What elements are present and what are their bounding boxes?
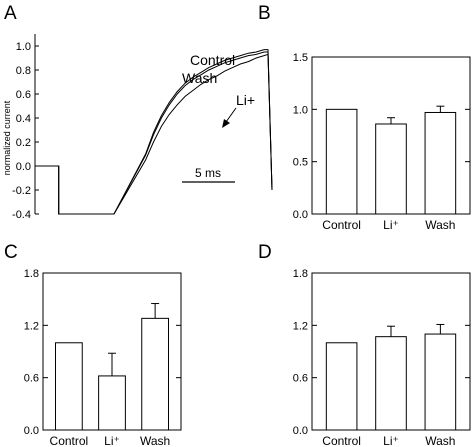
arrow-li-head bbox=[222, 119, 230, 128]
panel-d-y-tick-label: 1.8 bbox=[293, 268, 308, 280]
panel-a-y-tick-label: 0.0 bbox=[16, 161, 31, 173]
trace-line-control bbox=[35, 49, 273, 215]
panel-c-x-tick-label: Control bbox=[50, 434, 89, 447]
panel-b-y-tick-label: 1.5 bbox=[293, 52, 308, 64]
panel-label-b: B bbox=[258, 3, 271, 24]
panel-a-y-axis-label: normalized current bbox=[2, 100, 12, 175]
panel-label-c: C bbox=[4, 242, 18, 263]
panel-label-a: A bbox=[4, 3, 17, 24]
panel-b-y-tick-label: 0.5 bbox=[293, 157, 308, 169]
panel-b-bar bbox=[375, 123, 407, 215]
panel-d-x-tick-label: Li⁺ bbox=[383, 434, 399, 447]
panel-c-x-tick-label: Wash bbox=[140, 434, 170, 447]
panel-label-d: D bbox=[258, 242, 272, 263]
panel-d-y-tick-label: 0.6 bbox=[293, 373, 308, 385]
label-li: Li+ bbox=[236, 92, 255, 108]
panel-c-bar bbox=[141, 317, 169, 431]
panel-c-y-tick-label: 0.0 bbox=[24, 425, 39, 437]
panel-a-y-tick-label: 1.0 bbox=[16, 41, 31, 53]
label-control: Control bbox=[190, 52, 235, 68]
panel-a-y-tick-label: 0.4 bbox=[16, 113, 31, 125]
panel-b-bar bbox=[424, 111, 457, 215]
panel-d-bar bbox=[375, 336, 407, 431]
panel-d-bar-chart: 0.0 0.6 1.2 1.8 Control Li⁺ Wash bbox=[293, 268, 471, 447]
panel-a-y-tick-label: -0.4 bbox=[12, 209, 31, 221]
panel-a-y-tick-label: 0.6 bbox=[16, 89, 31, 101]
panel-c-bar bbox=[98, 375, 126, 431]
panel-b-x-tick-label: Wash bbox=[425, 218, 455, 232]
panel-a-y-tick-label: 0.8 bbox=[16, 65, 31, 77]
panel-d-x-tick-label: Wash bbox=[425, 434, 455, 447]
panel-a-y-tick-label: 0.2 bbox=[16, 137, 31, 149]
panel-d-y-tick-label: 1.2 bbox=[293, 320, 308, 332]
panel-b-bar-chart: 0.0 0.5 1.0 1.5 Control Li⁺ Wash bbox=[293, 52, 471, 232]
panel-c-y-tick-label: 0.6 bbox=[24, 373, 39, 385]
panel-c-x-tick-label: Li⁺ bbox=[104, 434, 120, 447]
panel-c-y-tick-label: 1.2 bbox=[24, 320, 39, 332]
panel-c-bar-chart: 0.0 0.6 1.2 1.8 Control Li⁺ Wash bbox=[24, 268, 182, 447]
scale-bar-label: 5 ms bbox=[195, 166, 221, 180]
panel-d-x-tick-label: Control bbox=[322, 434, 361, 447]
trace-line-wash bbox=[35, 51, 273, 215]
label-wash: Wash bbox=[182, 70, 217, 86]
panel-c-bar bbox=[55, 342, 83, 431]
panel-b-x-tick-label: Li⁺ bbox=[383, 218, 399, 232]
trace-line-li bbox=[35, 53, 273, 215]
arrow-li-shaft bbox=[225, 107, 237, 123]
panel-b-y-tick-label: 1.0 bbox=[293, 104, 308, 116]
panel-a-trace-plot: 1.0 0.8 0.6 0.4 0.2 0.0 -0.2 -0.4 bbox=[12, 34, 273, 221]
panel-d-bar bbox=[325, 342, 358, 431]
panel-b-y-tick-label: 0.0 bbox=[293, 209, 308, 221]
panel-d-bar bbox=[424, 333, 457, 431]
panel-a-y-tick-label: -0.2 bbox=[12, 185, 31, 197]
panel-c-y-tick-label: 1.8 bbox=[24, 268, 39, 280]
panel-b-x-tick-label: Control bbox=[322, 218, 361, 232]
panel-b-bar bbox=[325, 108, 358, 215]
panel-d-y-tick-label: 0.0 bbox=[293, 425, 308, 437]
